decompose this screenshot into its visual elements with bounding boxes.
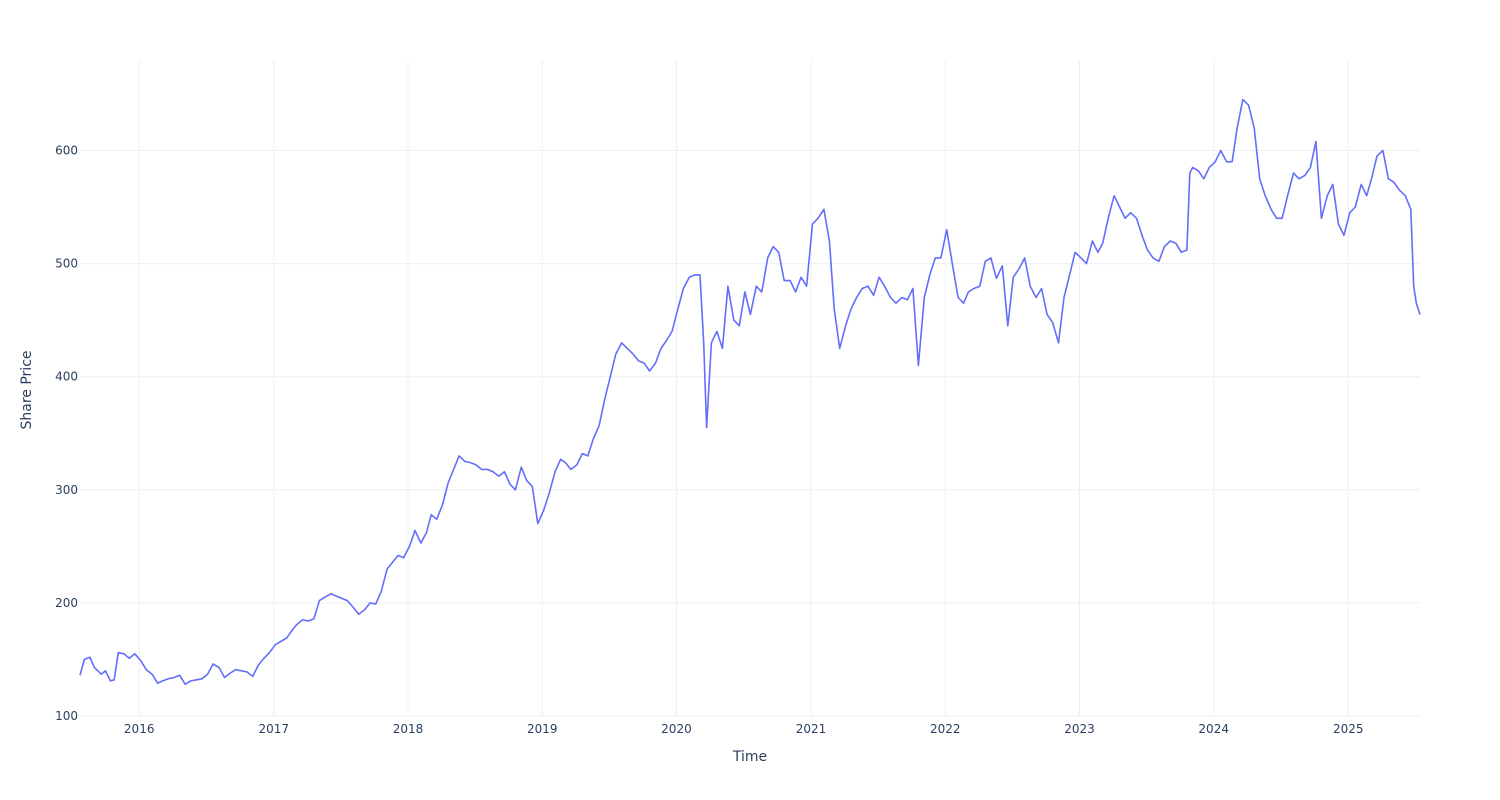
x-tick-label: 2023: [1064, 722, 1095, 736]
y-tick-label: 100: [55, 709, 78, 723]
line-layer: [79, 98, 1421, 686]
grid-layer: [80, 60, 1420, 717]
x-axis-title: Time: [732, 749, 767, 765]
x-tick-label: 2017: [259, 722, 290, 736]
x-tick-label: 2019: [527, 722, 558, 736]
x-tick-label: 2021: [796, 722, 827, 736]
tick-layer: 100 200 300 400 500 600 2016 2017 2018 2019 2020 20…: [55, 143, 1363, 736]
x-tick-label: 2025: [1333, 722, 1364, 736]
x-tick-label: 2020: [661, 722, 692, 736]
x-tick-label: 2018: [393, 722, 424, 736]
y-tick-label: 600: [55, 143, 78, 157]
y-tick-label: 500: [55, 257, 78, 271]
y-axis-title: Share Price: [19, 350, 35, 429]
y-tick-label: 400: [55, 370, 78, 384]
x-tick-label: 2016: [124, 722, 155, 736]
x-tick-label: 2022: [930, 722, 961, 736]
share-price-series-line: [79, 98, 1421, 686]
y-tick-label: 300: [55, 483, 78, 497]
y-tick-label: 200: [55, 596, 78, 610]
x-tick-label: 2024: [1198, 722, 1229, 736]
